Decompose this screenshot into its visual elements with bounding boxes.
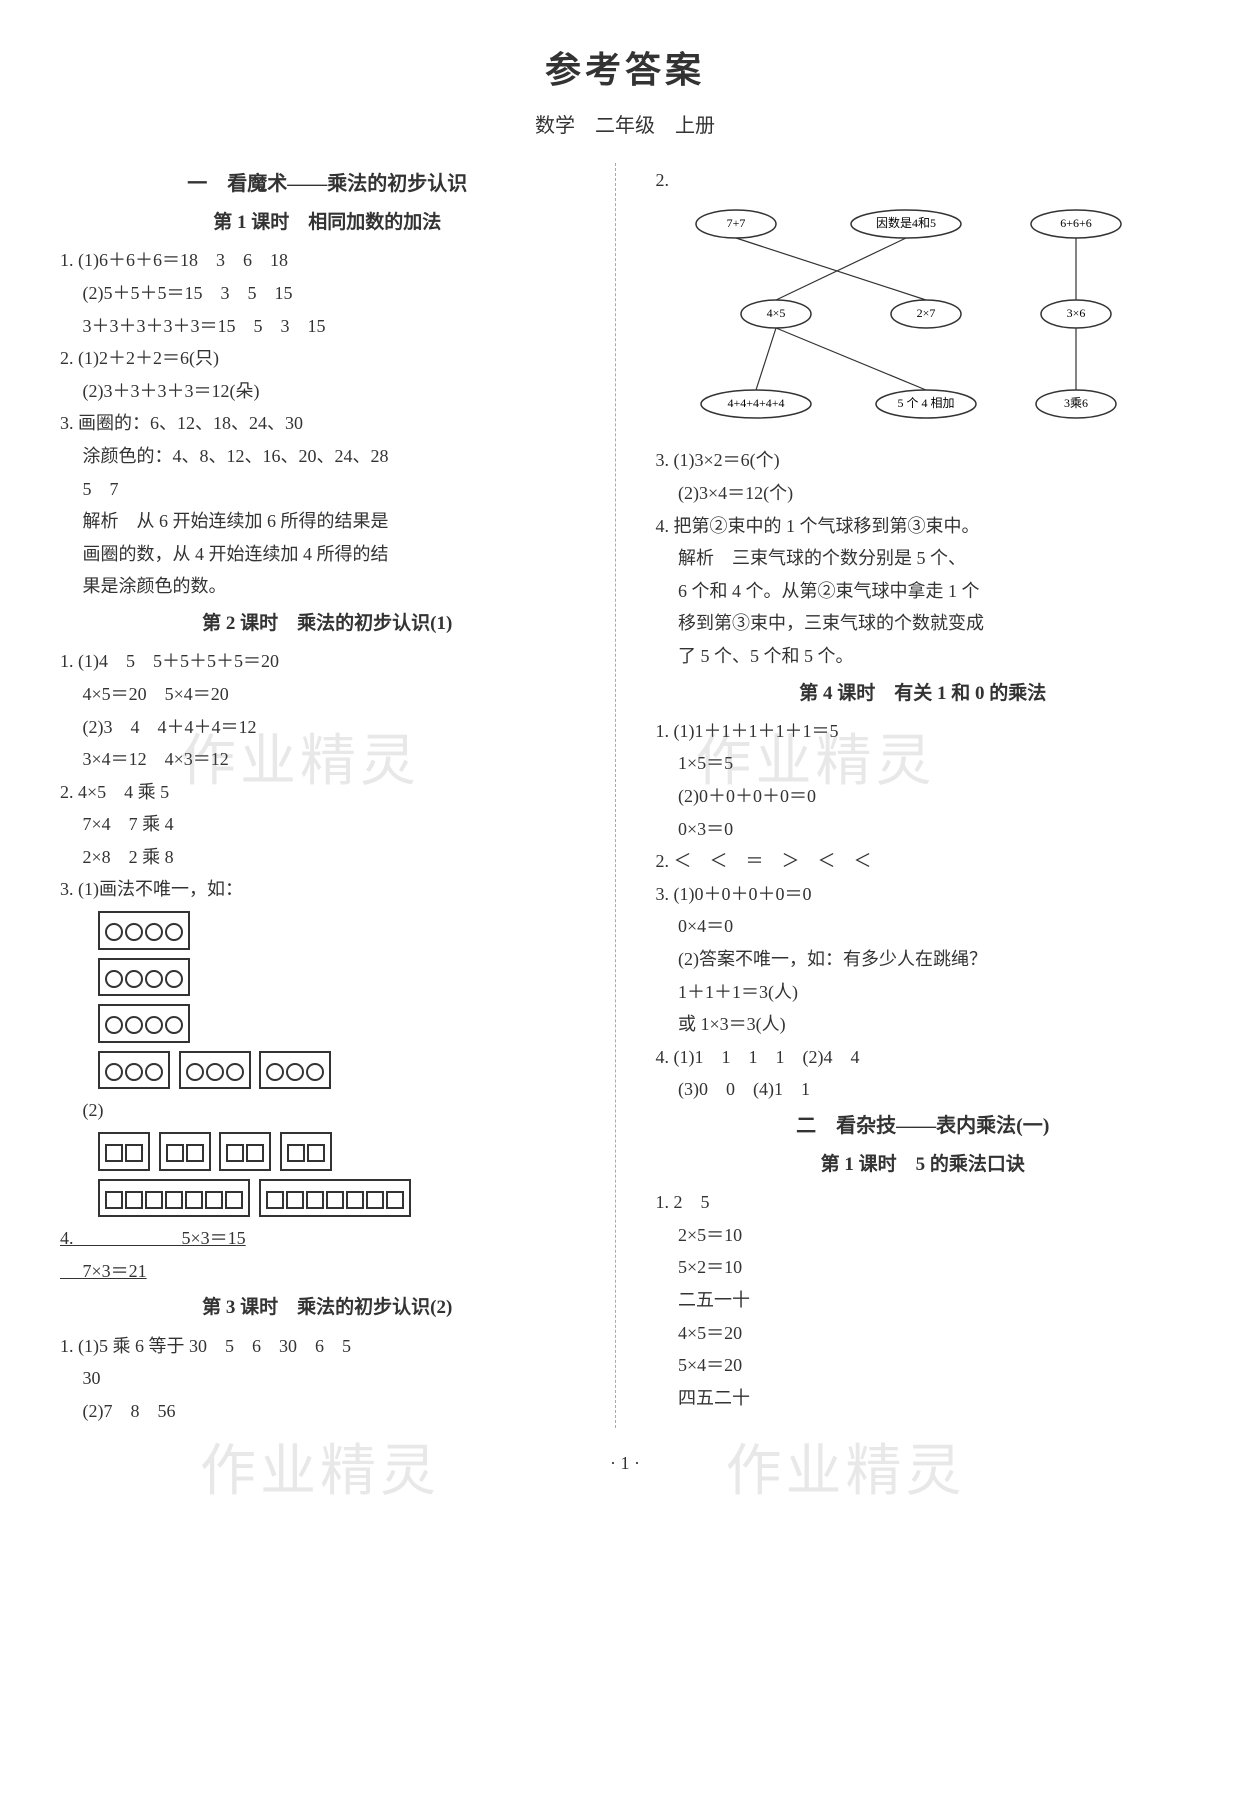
text-line: 或 1×3＝3(人)	[656, 1009, 1191, 1040]
shape-block-3x4-circles	[96, 1002, 595, 1045]
text-line: 画圈的数，从 4 开始连续加 4 所得的结	[60, 539, 595, 570]
svg-text:4+4+4+4+4: 4+4+4+4+4	[727, 396, 784, 410]
text-line: 1. 2 5	[656, 1187, 1191, 1218]
text-line: 4. 把第②束中的 1 个气球移到第③束中。	[656, 511, 1191, 542]
unit2-lesson1-title: 第 1 课时 5 的乘法口诀	[656, 1149, 1191, 1181]
text-line: 7×4 7 乘 4	[60, 809, 595, 840]
shape-block-3x4-circles	[96, 909, 595, 952]
content-columns: 作业精灵 作业精灵 一 看魔术——乘法的初步认识 第 1 课时 相同加数的加法 …	[60, 163, 1190, 1428]
text-line: 3. (1)画法不唯一，如：	[60, 874, 595, 905]
text-line: 4×5＝20	[656, 1318, 1191, 1349]
text-line: (2)3 4 4＋4＋4＝12	[60, 712, 595, 743]
text-line: 果是涂颜色的数。	[60, 571, 595, 602]
text-line: 1. (1)1＋1＋1＋1＋1＝5	[656, 716, 1191, 747]
text-line: 3. 画圈的：6、12、18、24、30	[60, 408, 595, 439]
text-line: 5 7	[60, 474, 595, 505]
text-line: 2×5＝10	[656, 1220, 1191, 1251]
svg-text:7+7: 7+7	[726, 216, 745, 230]
text-line: 2. ＜ ＜ ＝ ＞ ＜ ＜	[656, 846, 1191, 877]
svg-text:6+6+6: 6+6+6	[1060, 216, 1092, 230]
text-line: 1＋1＋1＝3(人)	[656, 977, 1191, 1008]
text-line: 四五二十	[656, 1383, 1191, 1414]
text-line: 2. 4×5 4 乘 5	[60, 777, 595, 808]
lesson4-title: 第 4 课时 有关 1 和 0 的乘法	[656, 678, 1191, 710]
text-line: 30	[60, 1363, 595, 1394]
text-line: 2×8 2 乘 8	[60, 842, 595, 873]
text-line: 3×4＝12 4×3＝12	[60, 744, 595, 775]
text-line: (2)3＋3＋3＋3＝12(朵)	[60, 376, 595, 407]
lesson3-title: 第 3 课时 乘法的初步认识(2)	[60, 1292, 595, 1324]
text-line: (2)	[60, 1095, 595, 1126]
shape-block-3x4-circles	[96, 956, 595, 999]
text-line: 1. (1)4 5 5＋5＋5＋5＝20	[60, 646, 595, 677]
text-line: (3)0 0 (4)1 1	[656, 1074, 1191, 1105]
text-line: 5×2＝10	[656, 1252, 1191, 1283]
text-line: (2)3×4＝12(个)	[656, 478, 1191, 509]
matching-diagram: 7+7 因数是4和5 6+6+6 4×5 2×7 3×6 4+4+4+4+4 5…	[656, 204, 1156, 424]
text-line: 0×4＝0	[656, 911, 1191, 942]
text-line: (2)5＋5＋5＝15 3 5 15	[60, 278, 595, 309]
page-number: · 1 ·	[60, 1448, 1190, 1479]
text-line: 1. (1)5 乘 6 等于 30 5 6 30 6 5	[60, 1331, 595, 1362]
svg-text:2×7: 2×7	[916, 306, 935, 320]
text-line-underlined: 4. 5×3＝15	[60, 1223, 595, 1254]
unit1-title: 一 看魔术——乘法的初步认识	[60, 167, 595, 201]
text-line: 2. (1)2＋2＋2＝6(只)	[60, 343, 595, 374]
shape-block-squares-2x2	[96, 1130, 595, 1173]
shape-block-squares-row	[96, 1177, 595, 1220]
text-line: 移到第③束中，三束气球的个数就变成	[656, 608, 1191, 639]
text-line: 二五一十	[656, 1285, 1191, 1316]
text-line: 0×3＝0	[656, 814, 1191, 845]
svg-text:3×6: 3×6	[1066, 306, 1085, 320]
lesson2-title: 第 2 课时 乘法的初步认识(1)	[60, 608, 595, 640]
text-line: 4. (1)1 1 1 1 (2)4 4	[656, 1042, 1191, 1073]
page-subtitle: 数学 二年级 上册	[60, 109, 1190, 143]
text-line: 6 个和 4 个。从第②束气球中拿走 1 个	[656, 576, 1191, 607]
text-line: 1. (1)6＋6＋6＝18 3 6 18	[60, 245, 595, 276]
text-line: 3＋3＋3＋3＋3＝15 5 3 15	[60, 311, 595, 342]
column-right: 作业精灵 作业精灵 2. 7+7 因数是4和5 6+6+6 4×5 2×7 3×…	[646, 163, 1191, 1428]
column-left: 作业精灵 作业精灵 一 看魔术——乘法的初步认识 第 1 课时 相同加数的加法 …	[60, 163, 616, 1428]
svg-text:4×5: 4×5	[766, 306, 785, 320]
text-line: (2)7 8 56	[60, 1396, 595, 1427]
text-line: 4×5＝20 5×4＝20	[60, 679, 595, 710]
lesson1-title: 第 1 课时 相同加数的加法	[60, 207, 595, 239]
text-line: (2)0＋0＋0＋0＝0	[656, 781, 1191, 812]
shape-block-circles-row	[96, 1049, 595, 1092]
svg-text:3乘6: 3乘6	[1063, 396, 1087, 410]
text-line: 5×4＝20	[656, 1350, 1191, 1381]
text-line: 3. (1)0＋0＋0＋0＝0	[656, 879, 1191, 910]
text-line: 1×5＝5	[656, 748, 1191, 779]
text-line: 解析 从 6 开始连续加 6 所得的结果是	[60, 506, 595, 537]
text-line-underlined: 7×3＝21	[60, 1256, 595, 1287]
text-line: 涂颜色的：4、8、12、16、20、24、28	[60, 441, 595, 472]
text-line: 了 5 个、5 个和 5 个。	[656, 641, 1191, 672]
text-line: 解析 三束气球的个数分别是 5 个、	[656, 543, 1191, 574]
unit2-title: 二 看杂技——表内乘法(一)	[656, 1109, 1191, 1143]
svg-text:因数是4和5: 因数是4和5	[875, 215, 935, 230]
q2-label: 2.	[656, 165, 1191, 196]
text-line: (2)答案不唯一，如：有多少人在跳绳？	[656, 944, 1191, 975]
svg-text:5 个 4 相加: 5 个 4 相加	[897, 396, 954, 410]
text-line: 3. (1)3×2＝6(个)	[656, 445, 1191, 476]
page-title: 参考答案	[60, 40, 1190, 101]
